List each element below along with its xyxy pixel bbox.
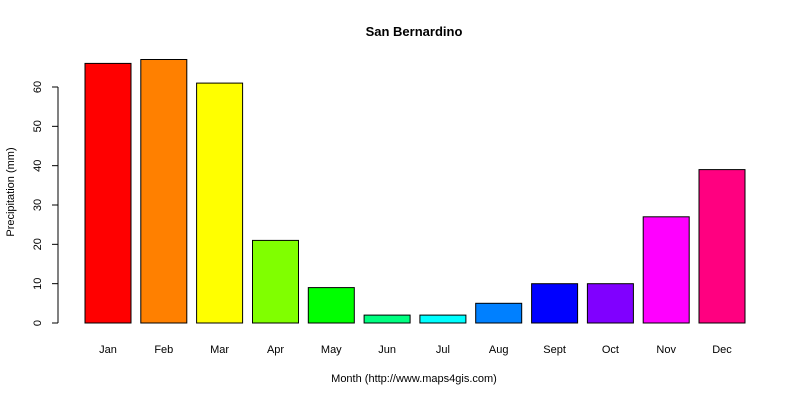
- x-tick-label: Apr: [267, 344, 284, 356]
- bar-may: [307, 287, 355, 324]
- bar-nov: [642, 216, 690, 324]
- bar-jul: [419, 314, 467, 324]
- y-tick-label: 40: [32, 160, 44, 172]
- y-tick-label: 30: [32, 199, 44, 211]
- x-tick-label: Jun: [378, 344, 396, 356]
- x-tick-label: Jul: [436, 344, 450, 356]
- x-tick-label: Oct: [602, 344, 619, 356]
- y-tick-label: 60: [32, 81, 44, 93]
- chart-title: San Bernardino: [366, 24, 463, 39]
- bar-jun: [363, 314, 411, 324]
- bar-aug: [475, 302, 523, 324]
- x-tick-label: Sept: [543, 344, 566, 356]
- x-tick-labels: Jan Feb Mar Apr May Jun Jul Aug Sept Oct Nov Dec: [99, 344, 732, 356]
- y-tick-label: 50: [32, 120, 44, 132]
- bar-sept: [531, 283, 579, 324]
- bar-dec: [698, 169, 746, 324]
- y-tick-label: 10: [32, 278, 44, 290]
- bar-mar: [196, 82, 244, 324]
- x-tick-label: May: [321, 344, 342, 356]
- bar-feb: [140, 59, 188, 324]
- x-tick-label: Aug: [489, 344, 509, 356]
- x-tick-label: Dec: [712, 344, 732, 356]
- y-tick-label: 0: [32, 320, 44, 326]
- x-tick-label: Feb: [154, 344, 173, 356]
- x-axis-label: Month (http://www.maps4gis.com): [331, 373, 497, 385]
- y-tick-label: 20: [32, 238, 44, 250]
- x-tick-label: Mar: [210, 344, 229, 356]
- y-axis: 0 10 20 30 40 50 60: [32, 81, 59, 326]
- bar-oct: [586, 283, 634, 324]
- bars: [84, 59, 746, 324]
- bar-jan: [84, 62, 132, 324]
- y-axis-label: Precipitation (mm): [5, 147, 17, 236]
- bar-apr: [252, 239, 299, 324]
- x-tick-label: Nov: [656, 344, 676, 356]
- x-tick-label: Jan: [99, 344, 117, 356]
